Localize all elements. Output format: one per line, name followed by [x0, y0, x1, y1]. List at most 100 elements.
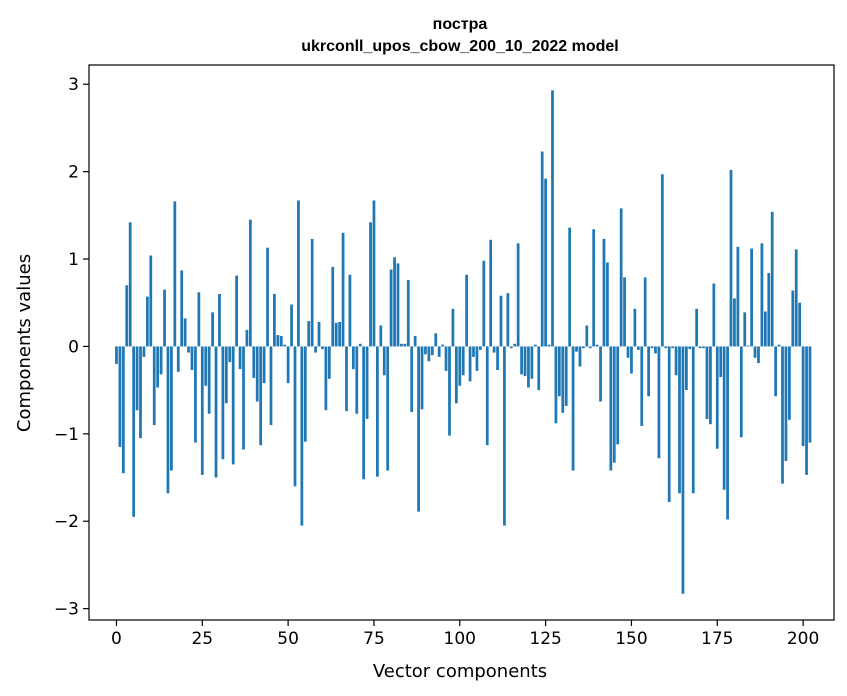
bar-185 — [750, 248, 753, 347]
bar-63 — [331, 266, 335, 347]
bar-129 — [557, 346, 561, 397]
bar-10 — [149, 255, 153, 347]
bar-162 — [671, 346, 675, 349]
bar-93 — [434, 333, 438, 347]
x-tick-label: 150 — [615, 629, 647, 649]
bar-38 — [245, 329, 249, 347]
bar-174 — [712, 283, 716, 347]
bar-25 — [200, 346, 204, 475]
bar-61 — [324, 346, 328, 411]
bar-134 — [575, 346, 578, 352]
bar-135 — [578, 346, 582, 367]
bar-7 — [139, 346, 142, 439]
bar-69 — [351, 346, 355, 370]
bar-16 — [170, 346, 173, 471]
bar-189 — [763, 311, 767, 347]
bar-15 — [166, 346, 170, 494]
bar-18 — [176, 346, 180, 372]
bar-158 — [657, 346, 661, 459]
bar-88 — [417, 346, 420, 512]
bar-97 — [448, 346, 451, 436]
bar-5 — [132, 346, 136, 517]
bar-150 — [630, 346, 633, 374]
bar-41 — [255, 346, 259, 402]
bar-137 — [585, 325, 589, 347]
bar-127 — [551, 90, 554, 347]
bar-24 — [197, 292, 201, 347]
bar-145 — [612, 346, 616, 463]
bar-42 — [259, 346, 263, 446]
bar-43 — [262, 346, 266, 384]
bar-76 — [376, 346, 379, 477]
bar-188 — [760, 243, 764, 347]
bar-131 — [564, 346, 568, 406]
bars-group — [115, 90, 812, 594]
bar-156 — [650, 346, 654, 349]
bar-176 — [719, 346, 723, 378]
bar-60 — [321, 346, 324, 350]
bar-17 — [173, 201, 177, 347]
x-tick-label: 175 — [701, 629, 733, 649]
bar-2 — [121, 346, 125, 474]
bar-53 — [297, 200, 300, 347]
bar-133 — [571, 346, 575, 471]
bar-146 — [616, 346, 620, 445]
bar-117 — [516, 243, 520, 347]
bar-44 — [266, 247, 269, 347]
bar-1 — [118, 346, 122, 447]
bar-125 — [544, 178, 547, 347]
bar-11 — [152, 346, 156, 426]
plot-frame — [88, 64, 835, 621]
bar-103 — [468, 346, 472, 382]
bar-142 — [602, 238, 606, 347]
chart-subtitle: ukrconll_upos_cbow_200_10_2022 model — [301, 38, 618, 55]
bar-180 — [733, 298, 736, 347]
bar-106 — [479, 346, 482, 350]
bar-144 — [609, 346, 613, 471]
bar-59 — [317, 321, 321, 347]
x-axis-ticks: 0 25 50 75 100 125 150 175 200 — [111, 620, 819, 649]
bar-48 — [279, 335, 283, 347]
bar-198 — [794, 249, 798, 347]
bar-104 — [472, 346, 475, 357]
bar-126 — [547, 344, 551, 347]
bar-32 — [224, 346, 228, 404]
bar-37 — [242, 346, 245, 450]
bar-202 — [808, 346, 812, 443]
bar-199 — [798, 302, 802, 347]
bar-9 — [145, 296, 149, 347]
y-axis-ticks: −3 −2 −1 0 1 2 3 — [54, 75, 89, 620]
bar-179 — [729, 169, 733, 347]
bar-181 — [736, 246, 740, 347]
bar-77 — [379, 325, 383, 347]
bar-105 — [475, 346, 479, 371]
bar-119 — [523, 346, 527, 377]
bar-197 — [791, 290, 795, 347]
bar-14 — [163, 289, 166, 347]
bar-27 — [207, 346, 211, 414]
bar-152 — [636, 346, 640, 350]
bar-155 — [647, 346, 650, 397]
bar-154 — [643, 277, 647, 347]
bar-87 — [413, 335, 417, 347]
bar-86 — [410, 346, 414, 412]
x-tick-label: 125 — [529, 629, 561, 649]
bar-54 — [300, 346, 304, 526]
bar-184 — [746, 345, 750, 347]
bar-82 — [396, 263, 400, 347]
bar-26 — [204, 346, 208, 386]
x-tick-label: 50 — [277, 629, 299, 649]
bar-167 — [688, 346, 692, 350]
bar-192 — [774, 346, 778, 397]
y-tick-label: −3 — [54, 600, 79, 620]
bar-79 — [386, 346, 390, 471]
bar-34 — [231, 346, 235, 465]
bar-157 — [654, 346, 657, 354]
bar-200 — [801, 346, 805, 447]
x-tick-label: 0 — [111, 629, 122, 649]
bar-68 — [348, 274, 352, 347]
bar-33 — [228, 346, 232, 363]
bar-99 — [454, 346, 458, 404]
bar-74 — [369, 222, 372, 347]
y-tick-label: 2 — [68, 163, 79, 183]
